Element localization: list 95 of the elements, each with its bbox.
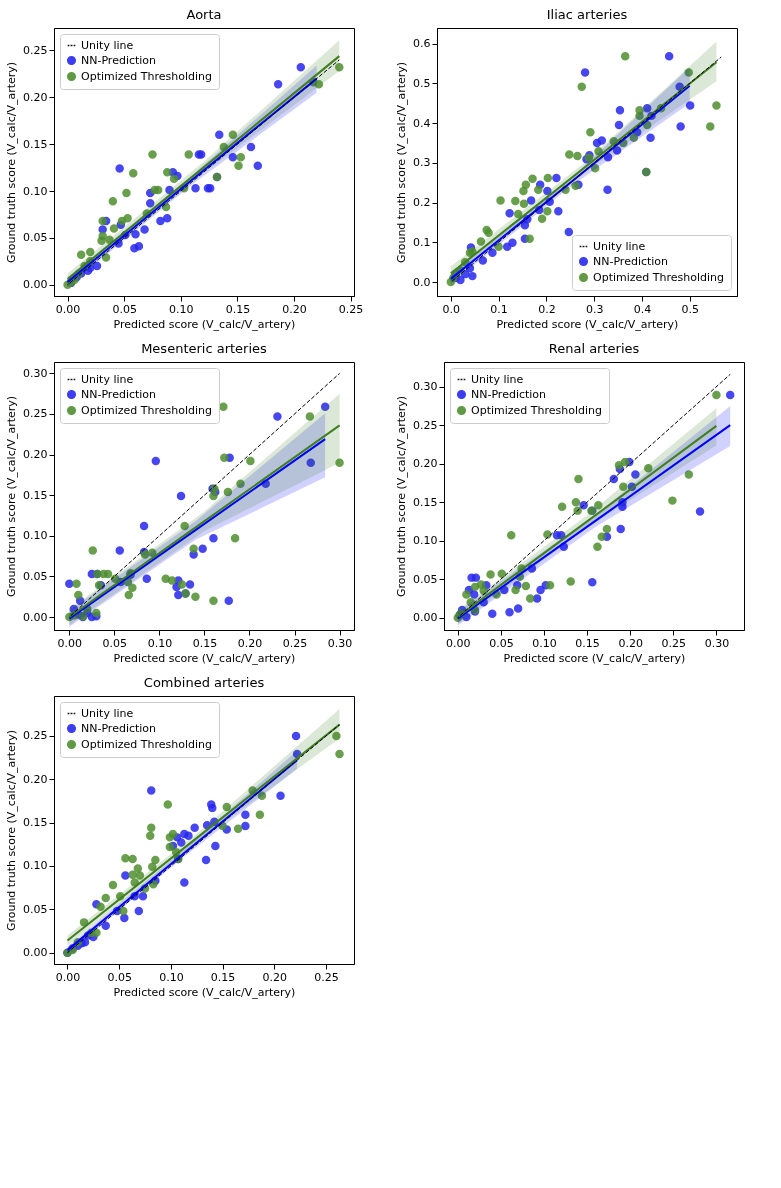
y-tick-label: 0.25 [23,43,48,57]
y-tick-label: 0.25 [23,407,48,421]
x-tick-label: 0.30 [704,636,730,650]
x-tick-label: 0.25 [661,636,687,650]
x-tick-label: 0.20 [262,970,288,984]
y-tick-label: 0.00 [23,278,48,292]
y-tick-label: 0.00 [23,610,48,624]
x-tick-label: 0.10 [169,302,194,316]
x-tick-label: 0.10 [159,970,184,984]
x-tick-label: 0.05 [112,302,137,316]
legend-label: Optimized Thresholding [593,270,725,284]
y-tick-label: 0.10 [413,534,438,548]
chart-title: Combined arteries [143,675,265,690]
x-axis-title: Predicted score (V_calc/V_artery) [496,317,679,331]
legend-label: NN-Prediction [471,387,547,401]
y-tick-label: 0.10 [23,184,48,198]
legend-label: Optimized Thresholding [81,737,213,751]
x-tick-label: 0.00 [55,970,81,984]
x-tick-label: 0.10 [147,636,173,650]
legend-label: Optimized Thresholding [81,69,213,83]
legend-label: Optimized Thresholding [81,403,213,417]
x-tick-label: 0.05 [489,636,514,650]
legend-label: Unity line [81,706,134,720]
y-tick-label: 0.05 [23,569,48,583]
x-axis-title: Predicted score (V_calc/V_artery) [503,651,686,665]
y-axis-title: Ground truth score (V_calc/V_artery) [395,61,409,264]
x-tick-label: 0.25 [338,302,364,316]
y-tick-label: 0.15 [23,816,48,830]
y-axis-title: Ground truth score (V_calc/V_artery) [395,395,409,598]
y-tick-label: 0.0 [413,275,431,289]
legend-label: Unity line [81,372,134,386]
y-tick-label: 0.30 [23,366,48,380]
legend-label: Unity line [81,38,134,52]
x-tick-label: 0.2 [538,302,556,316]
legend-label: NN-Prediction [81,721,157,735]
x-tick-label: 0.30 [327,636,353,650]
chart-title: Aorta [186,7,222,22]
y-axis-title: Ground truth score (V_calc/V_artery) [5,395,19,598]
y-tick-label: 0.05 [413,572,438,586]
x-tick-label: 0.20 [237,636,263,650]
x-tick-label: 0.3 [585,302,604,316]
x-tick-label: 0.00 [57,636,83,650]
y-tick-label: 0.15 [413,495,438,509]
y-tick-label: 0.1 [413,235,431,249]
x-tick-label: 0.05 [107,970,132,984]
legend-label: Unity line [471,372,524,386]
y-tick-label: 0.05 [23,231,48,245]
x-tick-label: 0.20 [282,302,307,316]
x-tick-label: 0.15 [575,636,600,650]
y-tick-label: 0.25 [413,418,438,432]
y-tick-label: 0.20 [23,448,48,462]
y-tick-label: 0.20 [413,457,438,471]
x-tick-label: 0.25 [314,970,339,984]
legend-label: NN-Prediction [81,387,157,401]
y-tick-label: 0.10 [23,529,48,543]
x-tick-label: 0.1 [490,302,508,316]
y-tick-label: 0.6 [413,37,431,51]
y-tick-label: 0.25 [23,729,48,743]
x-tick-label: 0.0 [442,302,461,316]
y-axis-title: Ground truth score (V_calc/V_artery) [5,61,19,264]
y-tick-label: 0.05 [23,902,48,916]
x-tick-label: 0.25 [282,636,308,650]
y-tick-label: 0.2 [413,196,431,210]
legend-label: Unity line [593,239,646,253]
y-axis-title: Ground truth score (V_calc/V_artery) [5,729,19,932]
x-tick-label: 0.00 [55,302,81,316]
y-tick-label: 0.3 [413,156,431,170]
x-tick-label: 0.00 [446,636,471,650]
y-tick-label: 0.00 [23,946,48,960]
x-tick-label: 0.15 [225,302,251,316]
y-tick-label: 0.00 [413,611,438,625]
x-tick-label: 0.15 [192,636,218,650]
chart-title: Iliac arteries [546,7,628,22]
x-axis-title: Predicted score (V_calc/V_artery) [113,317,296,331]
y-tick-label: 0.10 [23,859,48,873]
y-tick-label: 0.20 [23,772,48,786]
y-tick-label: 0.20 [23,90,48,104]
chart-title: Renal arteries [548,341,640,356]
x-tick-label: 0.05 [102,636,128,650]
y-tick-label: 0.30 [413,380,438,394]
chart-title: Mesenteric arteries [141,341,268,356]
legend-label: NN-Prediction [81,53,157,67]
x-tick-label: 0.15 [210,970,236,984]
y-tick-label: 0.15 [23,137,48,151]
x-axis-title: Predicted score (V_calc/V_artery) [113,651,296,665]
y-tick-label: 0.5 [413,76,431,90]
x-axis-title: Predicted score (V_calc/V_artery) [113,985,296,999]
x-tick-label: 0.10 [532,636,557,650]
x-tick-label: 0.20 [618,636,643,650]
y-tick-label: 0.4 [413,116,431,130]
legend-label: Optimized Thresholding [471,403,603,417]
x-tick-label: 0.4 [633,302,652,316]
legend-label: NN-Prediction [593,254,669,268]
x-tick-label: 0.5 [681,302,699,316]
y-tick-label: 0.15 [23,488,48,502]
